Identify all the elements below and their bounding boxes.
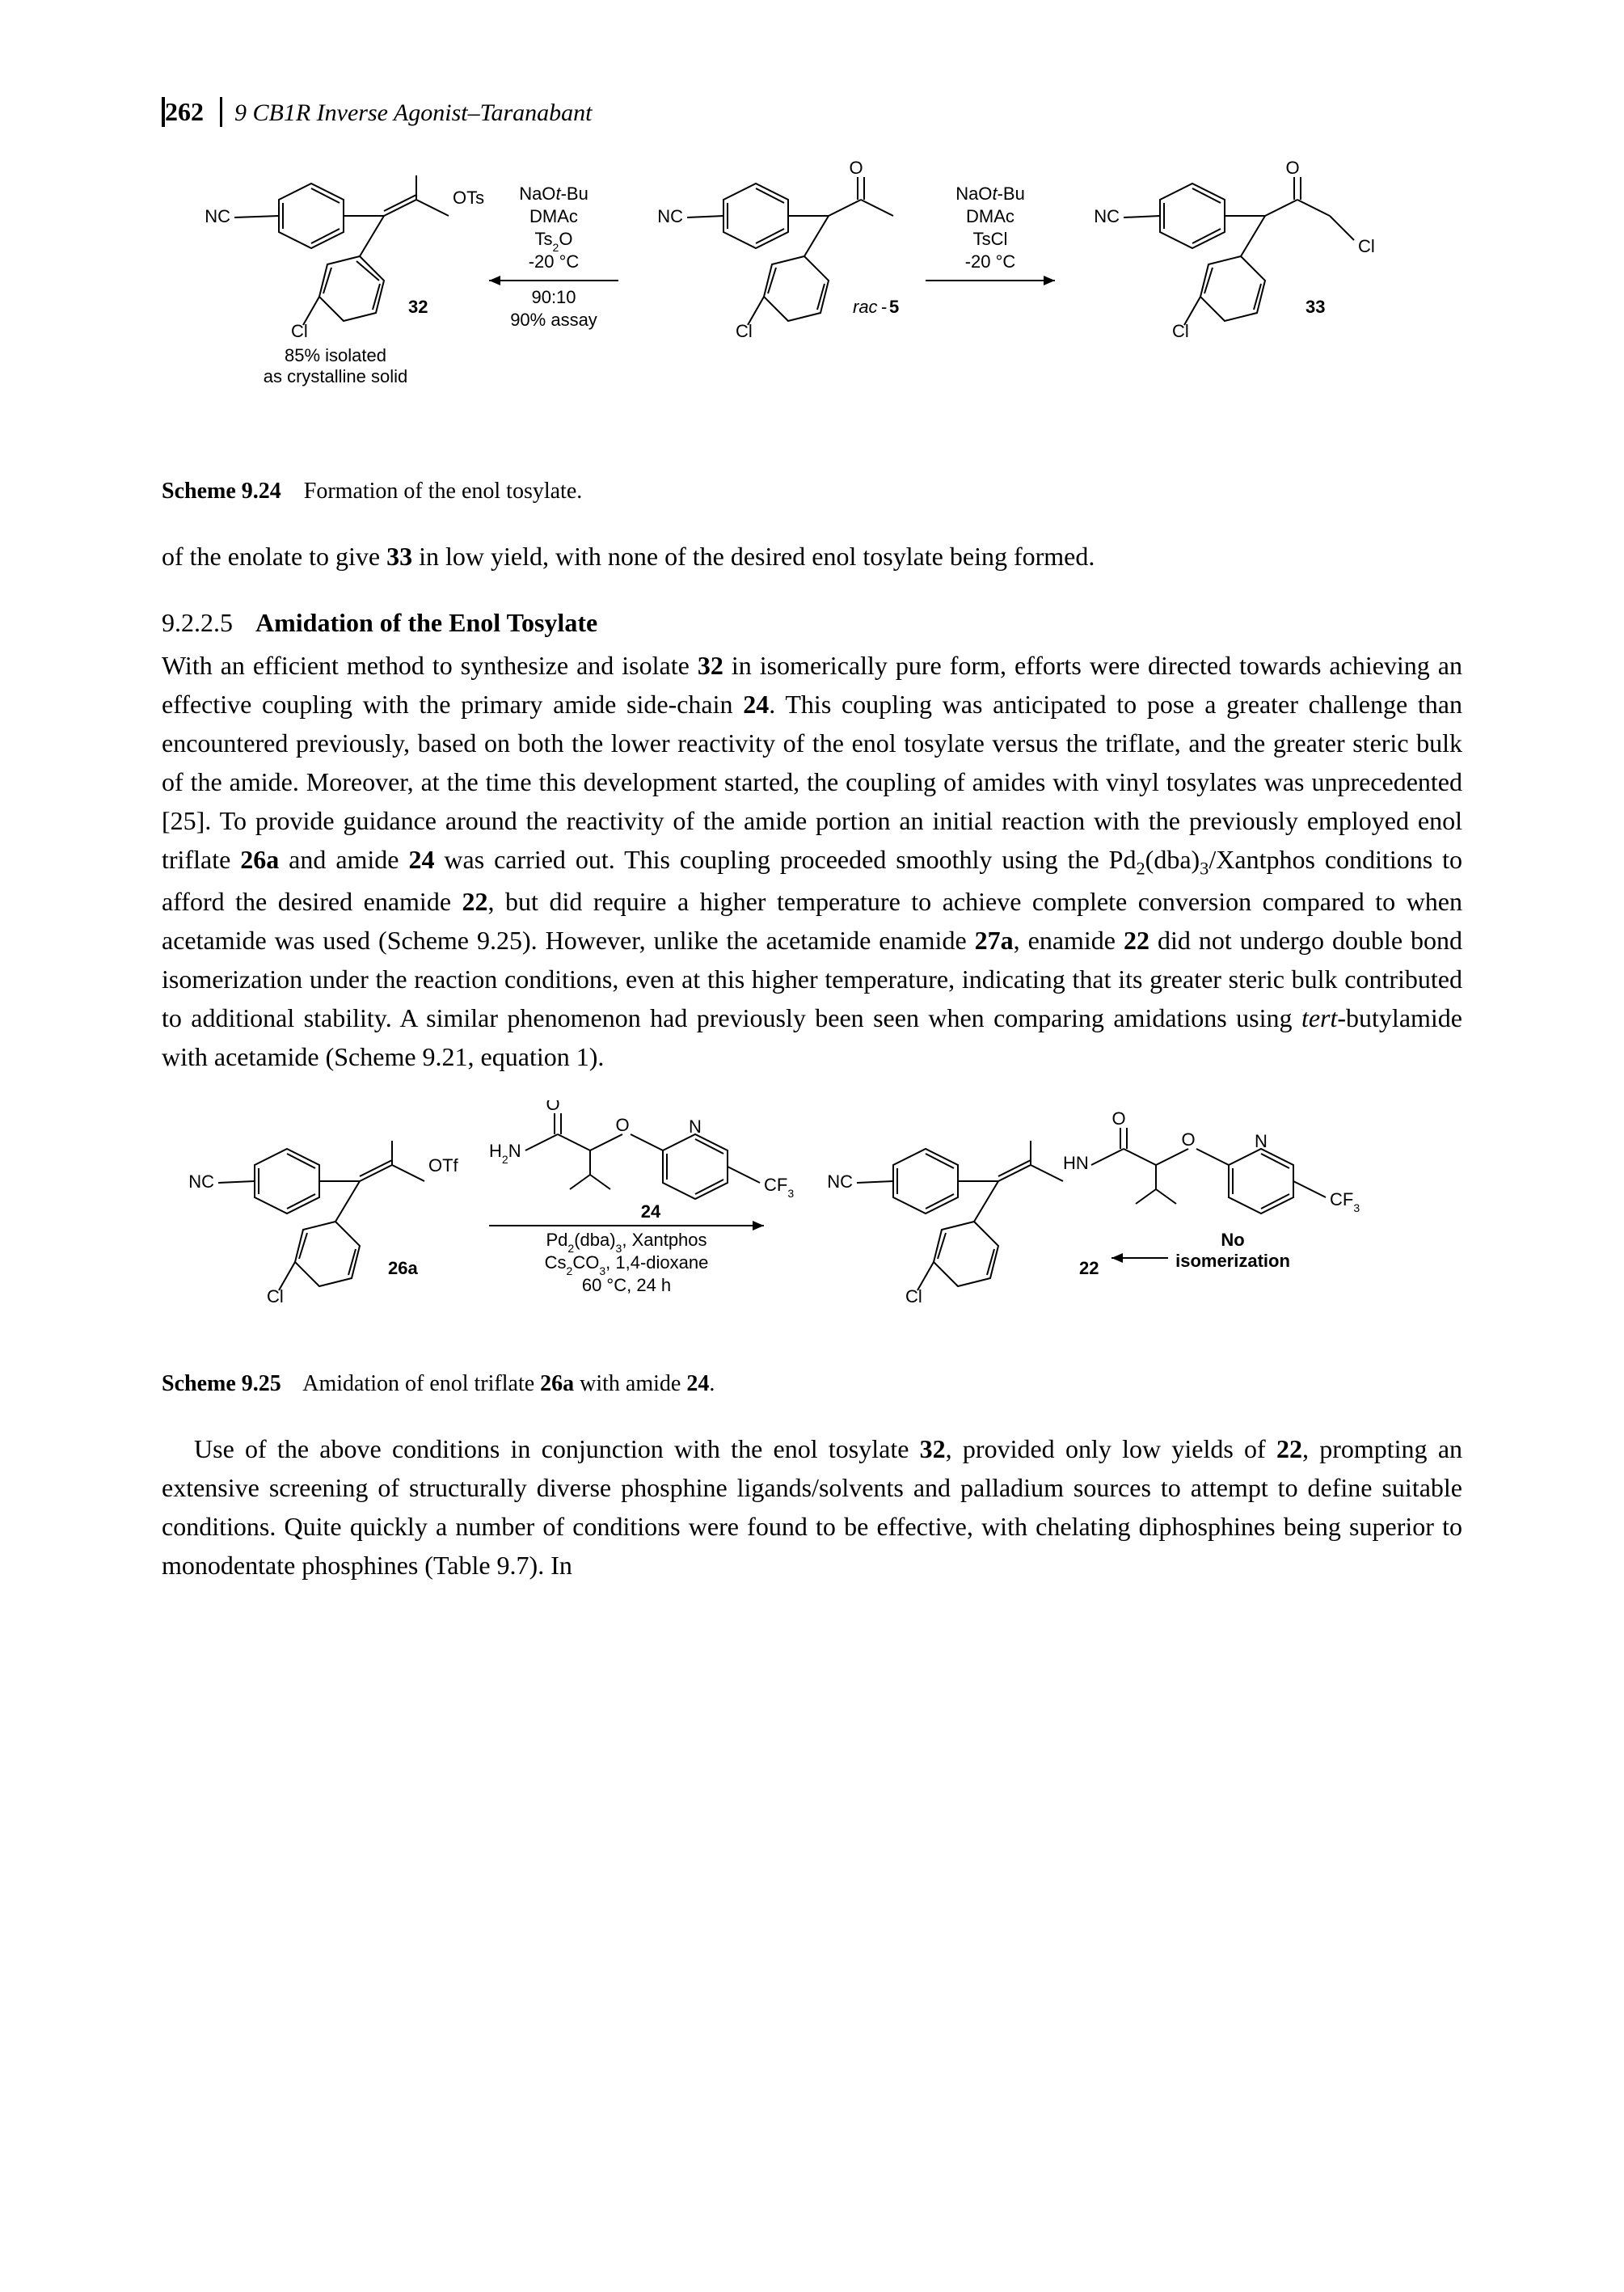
svg-text:26a: 26a (388, 1258, 418, 1278)
svg-text:CF3: CF3 (1330, 1189, 1360, 1214)
svg-text:Cl: Cl (736, 321, 753, 341)
svg-text:NC: NC (657, 206, 683, 226)
svg-text:N: N (689, 1116, 702, 1137)
svg-text:OTf: OTf (428, 1155, 459, 1176)
svg-text:60 °C, 24 h: 60 °C, 24 h (581, 1275, 670, 1295)
scheme-924-caption-text: Formation of the enol tosylate. (304, 479, 583, 504)
svg-text:Ts2O: Ts2O (534, 229, 572, 254)
svg-text:33: 33 (1306, 297, 1325, 317)
paragraph-1: of the enolate to give 33 in low yield, … (162, 537, 1462, 576)
svg-text:5: 5 (889, 297, 899, 317)
svg-text:No: No (1221, 1230, 1244, 1250)
svg-text:DMAc: DMAc (529, 206, 578, 226)
scheme-925-label: Scheme 9.25 (162, 1371, 281, 1396)
scheme-924-label: Scheme 9.24 (162, 479, 281, 504)
svg-text:NaOt-Bu: NaOt-Bu (519, 184, 588, 204)
svg-text:as crystalline solid: as crystalline solid (263, 366, 407, 386)
svg-text:-20 °C: -20 °C (528, 251, 579, 272)
svg-text:Cl: Cl (291, 321, 308, 341)
svg-text:TsCl: TsCl (972, 229, 1007, 249)
svg-text:24: 24 (640, 1201, 660, 1222)
svg-text:Pd2(dba)3, Xantphos: Pd2(dba)3, Xantphos (546, 1230, 707, 1255)
svg-text:NC: NC (205, 206, 230, 226)
svg-text:O: O (546, 1100, 559, 1114)
svg-text:Cl: Cl (1358, 236, 1375, 256)
svg-text:NC: NC (188, 1171, 214, 1192)
svg-text:O: O (1111, 1108, 1125, 1129)
svg-text:O: O (1181, 1129, 1195, 1150)
svg-text:DMAc: DMAc (966, 206, 1014, 226)
svg-text:85% isolated: 85% isolated (285, 345, 386, 365)
svg-text:-: - (881, 297, 887, 317)
svg-text:Cl: Cl (1172, 321, 1189, 341)
svg-text:CF3: CF3 (764, 1175, 794, 1200)
svg-text:90% assay: 90% assay (510, 310, 597, 330)
svg-text:Cl: Cl (267, 1286, 284, 1306)
svg-text:NC: NC (827, 1171, 853, 1192)
svg-text:NC: NC (1094, 206, 1120, 226)
page-number: 262 (165, 97, 222, 127)
svg-text:rac: rac (853, 297, 878, 317)
svg-text:Cl: Cl (905, 1286, 922, 1306)
scheme-924: NC OTs Cl 32 NaOt-Bu DMAc Ts2O -20 °C (162, 159, 1462, 504)
svg-text:32: 32 (408, 297, 428, 317)
paragraph-3: Use of the above conditions in conjuncti… (162, 1429, 1462, 1585)
page-header: 262 9 CB1R Inverse Agonist–Taranabant (162, 97, 1462, 127)
svg-text:O: O (849, 159, 863, 178)
svg-text:OTs: OTs (453, 188, 484, 208)
svg-text:O: O (615, 1115, 629, 1135)
svg-text:H2N: H2N (489, 1141, 521, 1166)
svg-text:isomerization: isomerization (1175, 1251, 1290, 1271)
svg-text:-20 °C: -20 °C (964, 251, 1015, 272)
scheme-925-caption: Scheme 9.25 Amidation of enol triflate 2… (162, 1371, 1462, 1397)
scheme-925-caption-text: Amidation of enol triflate 26a with amid… (302, 1371, 715, 1396)
svg-text:O: O (1285, 159, 1299, 178)
svg-text:HN: HN (1063, 1153, 1089, 1173)
chapter-title: 9 CB1R Inverse Agonist–Taranabant (234, 99, 593, 127)
section-9225-number: 9.2.2.5 (162, 608, 233, 637)
section-9225-heading: 9.2.2.5 Amidation of the Enol Tosylate (162, 608, 1462, 638)
svg-text:Cs2CO3, 1,4-dioxane: Cs2CO3, 1,4-dioxane (544, 1252, 708, 1277)
svg-text:22: 22 (1079, 1258, 1099, 1278)
svg-text:N: N (1255, 1131, 1268, 1151)
scheme-925: NC OTf Cl 26a H2N O O (162, 1100, 1462, 1397)
svg-text:90:10: 90:10 (531, 287, 576, 307)
scheme-924-caption: Scheme 9.24 Formation of the enol tosyla… (162, 479, 1462, 504)
paragraph-2: With an efficient method to synthesize a… (162, 646, 1462, 1076)
scheme-924-diagram: NC OTs Cl 32 NaOt-Bu DMAc Ts2O -20 °C (166, 159, 1459, 466)
section-9225-title: Amidation of the Enol Tosylate (255, 608, 597, 637)
svg-text:NaOt-Bu: NaOt-Bu (955, 184, 1025, 204)
scheme-925-diagram: NC OTf Cl 26a H2N O O (166, 1100, 1459, 1359)
